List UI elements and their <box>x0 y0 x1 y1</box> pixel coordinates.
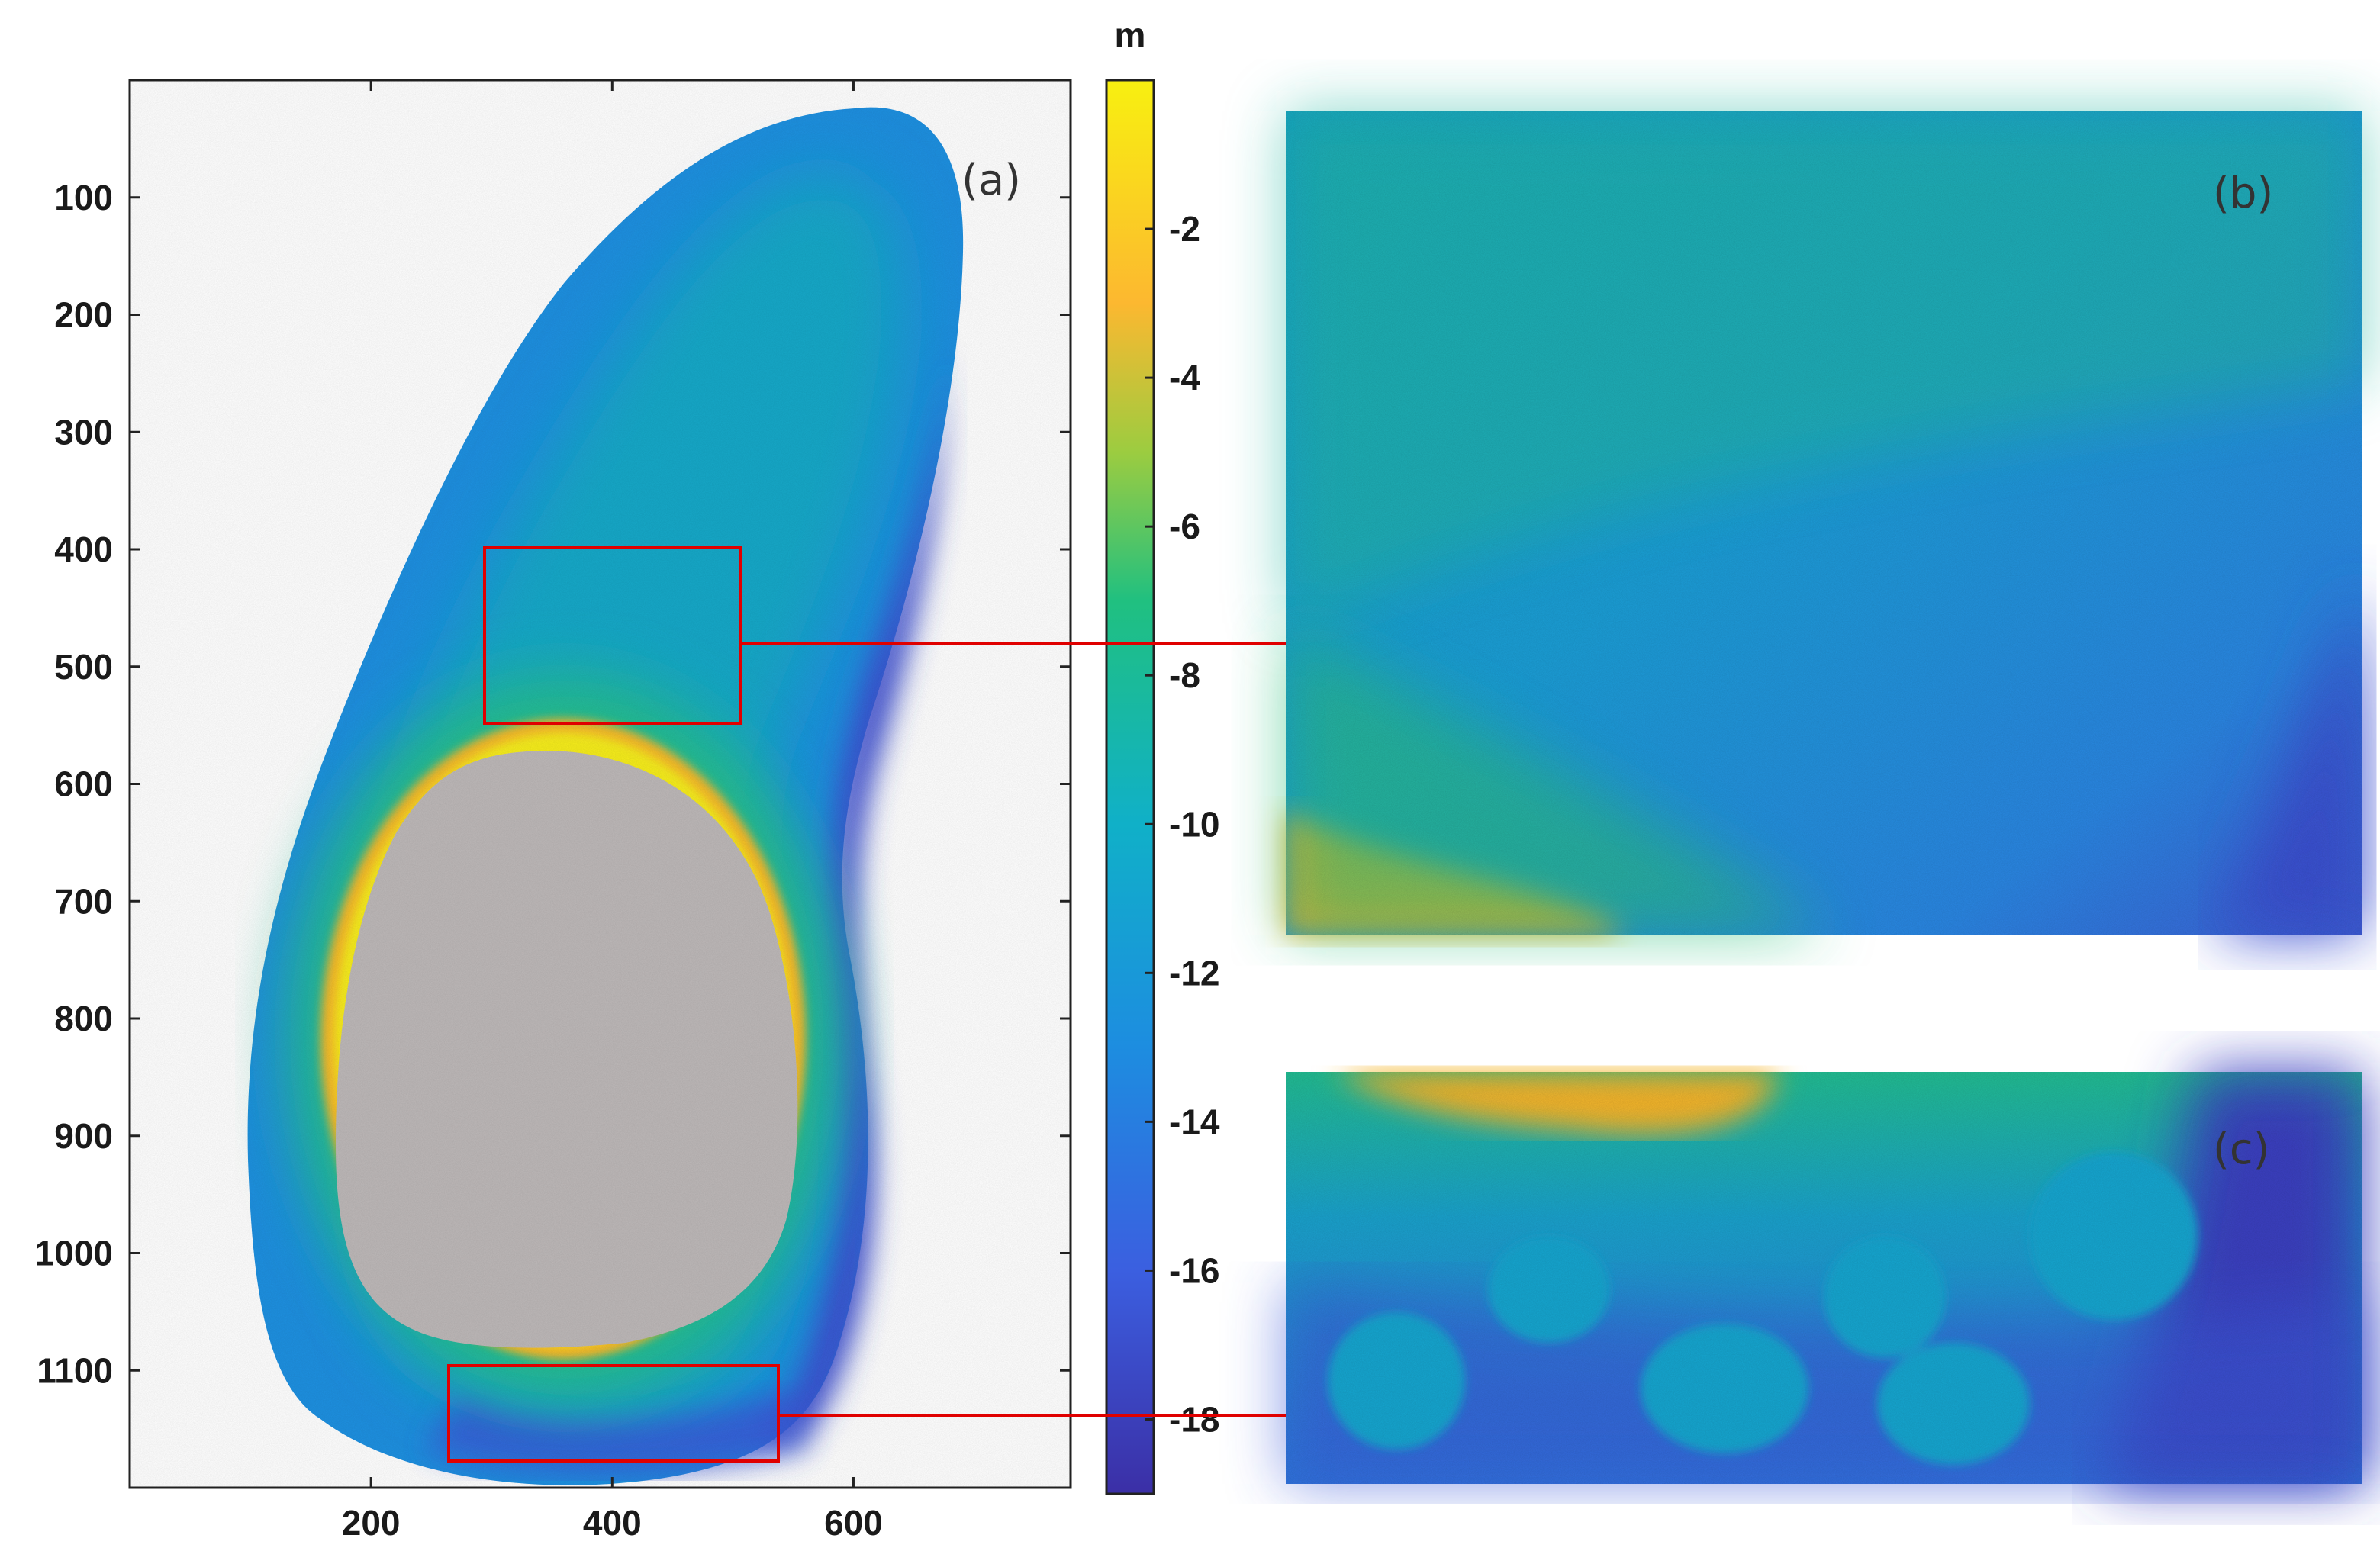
y-tick-label: 1000 <box>35 1234 113 1273</box>
colorbar-tick-label: -16 <box>1169 1250 1219 1290</box>
x-tick-label: 400 <box>583 1503 642 1543</box>
y-axis-ticks: 100 200 300 400 500 600 700 800 900 1000 1100 <box>35 178 1071 1390</box>
colorbar-unit-label: m <box>1115 15 1146 55</box>
panel-label-b: (b) <box>2213 169 2273 218</box>
x-tick-label: 600 <box>824 1503 883 1543</box>
panel-label-a: (a) <box>961 156 1021 205</box>
x-axis-ticks: 200 400 600 <box>342 80 883 1543</box>
panel-label-c: (c) <box>2213 1125 2269 1174</box>
colorbar-tick-label: -8 <box>1169 655 1200 695</box>
zoom-box-c <box>447 1364 780 1463</box>
colorbar-tick-label: -4 <box>1169 358 1200 397</box>
y-tick-label: 900 <box>54 1116 113 1156</box>
colorbar-tick-label: -10 <box>1169 804 1219 844</box>
colorbar: m -2 -4 -6 -8 -10 -12 -14 -16 -18 <box>1105 15 1220 1495</box>
texture-noise <box>130 80 1071 1488</box>
y-tick-label: 300 <box>54 412 113 452</box>
colorbar-tick-label: -12 <box>1169 953 1219 993</box>
y-tick-label: 500 <box>54 647 113 687</box>
y-tick-label: 700 <box>54 881 113 921</box>
panel-b-texture <box>1286 111 2362 935</box>
panel-b: (b) <box>1286 111 2362 935</box>
panel-c: (c) <box>1286 1072 2362 1484</box>
y-tick-label: 600 <box>54 764 113 804</box>
x-tick-label: 200 <box>342 1503 401 1543</box>
zoom-box-b <box>483 546 742 725</box>
y-tick-label: 1100 <box>37 1350 113 1390</box>
colorbar-bar <box>1105 79 1155 1495</box>
colorbar-tick-label: -6 <box>1169 507 1200 546</box>
colorbar-tick-label: -2 <box>1169 209 1200 249</box>
y-tick-label: 100 <box>54 178 113 217</box>
panel-a: (a) 10020030040050060070080090010001100 … <box>35 79 1072 1543</box>
panel-c-texture <box>1286 1072 2362 1484</box>
colorbar-tick-label: -18 <box>1169 1399 1219 1439</box>
colorbar-ticks: -2 -4 -6 -8 -10 -12 -14 -16 -18 <box>1145 209 1220 1439</box>
y-tick-label: 400 <box>54 529 113 569</box>
y-tick-label: 200 <box>54 295 113 335</box>
colorbar-tick-label: -14 <box>1169 1102 1220 1141</box>
y-tick-label: 800 <box>54 999 113 1038</box>
